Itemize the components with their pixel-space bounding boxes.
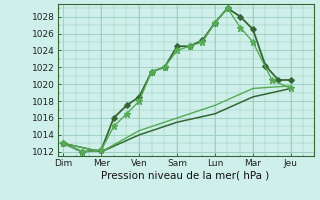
X-axis label: Pression niveau de la mer( hPa ): Pression niveau de la mer( hPa )	[101, 171, 270, 181]
